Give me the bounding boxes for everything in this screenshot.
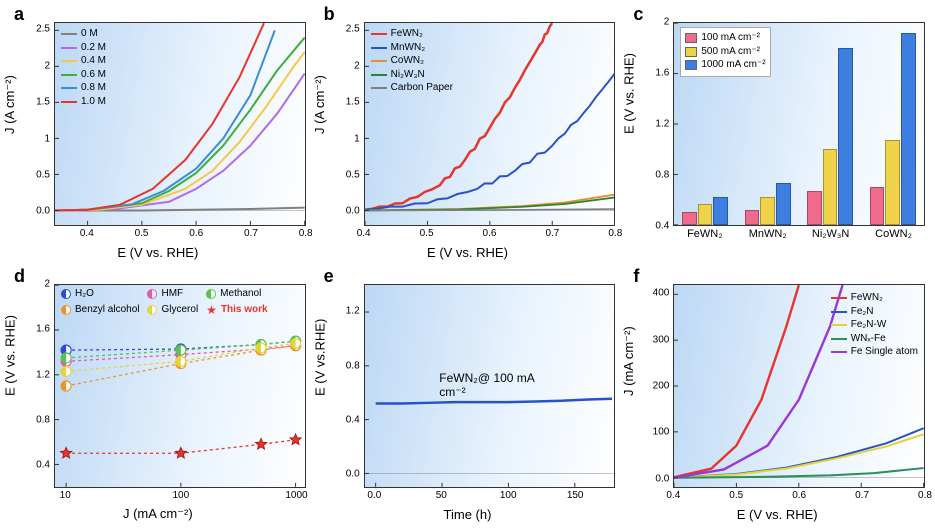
yticks-e: 0.00.40.81.2 xyxy=(334,284,362,488)
ylabel-c: E (V vs. RHE) xyxy=(622,53,637,134)
ylabel-b: J (A cm⁻²) xyxy=(312,75,328,134)
yticks-b: 0.00.511.522.5 xyxy=(334,22,362,226)
plot-f: FeWN₂Fe₂NFe₂N-WWNₓ-FeFe Single atom xyxy=(673,284,925,488)
yticks-f: 0.0100200300400 xyxy=(643,284,671,488)
plot-e: FeWN₂@ 100 mA cm⁻² xyxy=(364,284,616,488)
panel-a-label: a xyxy=(14,4,24,25)
annotation: FeWN₂@ 100 mA cm⁻² xyxy=(439,371,556,399)
yticks-d: 0.40.81.21.62 xyxy=(24,284,52,488)
ylabel-f: J (mA cm⁻²) xyxy=(621,326,637,396)
panel-c: c 100 mA cm⁻²500 mA cm⁻²1000 mA cm⁻² FeW… xyxy=(625,6,929,262)
ylabel-d: E (V vs. RHE) xyxy=(3,315,18,396)
xlabel-f: E (V vs. RHE) xyxy=(625,507,929,522)
panel-d-label: d xyxy=(14,266,25,287)
legend-d: H₂OHMFMethanolBenzyl alcoholGlycerol★Thi… xyxy=(61,287,268,319)
panel-b-label: b xyxy=(324,4,335,25)
panel-d: d H₂OHMFMethanolBenzyl alcoholGlycerol★T… xyxy=(6,268,310,524)
ylabel-e: E (V vs.RHE) xyxy=(312,319,327,396)
xlabel-d: J (mA cm⁻²) xyxy=(6,506,310,522)
legend-b: FeWN₂MnWN₂CoWN₂Ni₂W₃NCarbon Paper xyxy=(371,27,453,96)
panel-a: a 0 M0.2 M0.4 M0.6 M0.8 M1.0 M 0.40.50.6… xyxy=(6,6,310,262)
panel-c-label: c xyxy=(633,4,643,25)
plot-d: H₂OHMFMethanolBenzyl alcoholGlycerol★Thi… xyxy=(54,284,306,488)
panel-f: f FeWN₂Fe₂NFe₂N-WWNₓ-FeFe Single atom 0.… xyxy=(625,268,929,524)
plot-c: 100 mA cm⁻²500 mA cm⁻²1000 mA cm⁻² xyxy=(673,22,925,226)
plot-b: FeWN₂MnWN₂CoWN₂Ni₂W₃NCarbon Paper xyxy=(364,22,616,226)
xlabel-a: E (V vs. RHE) xyxy=(6,245,310,260)
panel-e-label: e xyxy=(324,266,334,287)
panel-e: e FeWN₂@ 100 mA cm⁻² 0.050100150 0.00.40… xyxy=(316,268,620,524)
legend-c: 100 mA cm⁻²500 mA cm⁻²1000 mA cm⁻² xyxy=(680,27,770,77)
yticks-a: 0.00.511.522.5 xyxy=(24,22,52,226)
plot-a: 0 M0.2 M0.4 M0.6 M0.8 M1.0 M xyxy=(54,22,306,226)
ylabel-a: J (A cm⁻²) xyxy=(2,75,18,134)
xticks-d: 101001000 xyxy=(54,490,306,504)
panel-b: b FeWN₂MnWN₂CoWN₂Ni₂W₃NCarbon Paper 0.40… xyxy=(316,6,620,262)
xticks-c: FeWN₂MnWN₂Ni₂W₃NCoWN₂ xyxy=(673,228,925,242)
figure-grid: a 0 M0.2 M0.4 M0.6 M0.8 M1.0 M 0.40.50.6… xyxy=(0,0,935,530)
xticks-a: 0.40.50.60.70.8 xyxy=(54,228,306,242)
xticks-f: 0.40.50.60.70.8 xyxy=(673,490,925,504)
yticks-c: 0.40.81.21.62 xyxy=(643,22,671,226)
xticks-e: 0.050100150 xyxy=(364,490,616,504)
xticks-b: 0.40.50.60.70.8 xyxy=(364,228,616,242)
xlabel-e: Time (h) xyxy=(316,507,620,522)
xlabel-b: E (V vs. RHE) xyxy=(316,245,620,260)
panel-f-label: f xyxy=(633,266,639,287)
legend-f: FeWN₂Fe₂NFe₂N-WWNₓ-FeFe Single atom xyxy=(831,291,918,360)
legend-a: 0 M0.2 M0.4 M0.6 M0.8 M1.0 M xyxy=(61,27,106,109)
